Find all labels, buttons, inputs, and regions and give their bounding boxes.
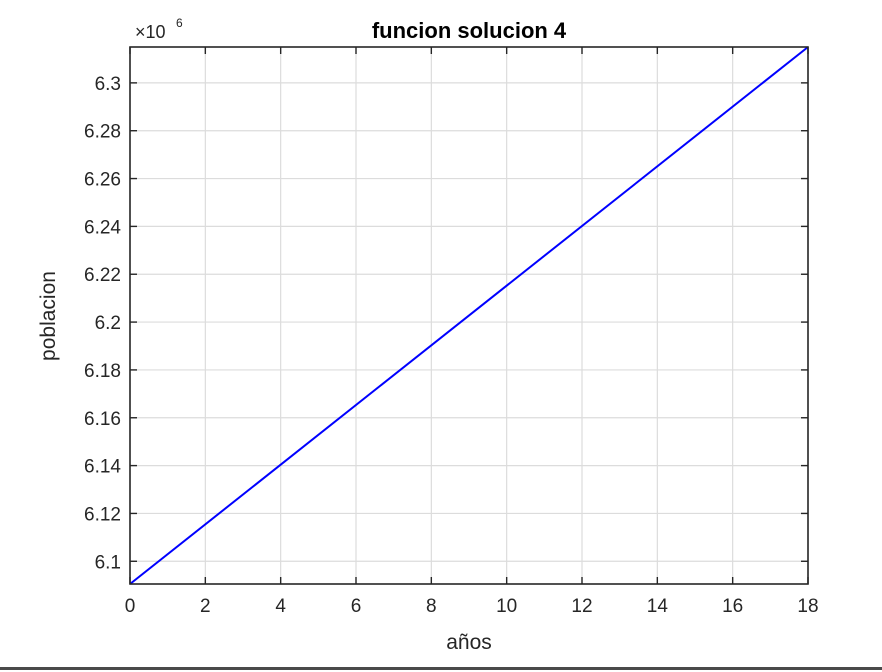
tick-marks	[129, 47, 809, 584]
y-axis-label: poblacion	[37, 271, 60, 361]
plot-series	[129, 46, 809, 585]
x-tick-label: 6	[351, 596, 362, 617]
x-tick-label: 4	[275, 596, 286, 617]
y-tick-label: 6.16	[84, 409, 121, 430]
x-tick-label: 10	[496, 596, 517, 617]
chart-title: funcion solucion 4	[372, 18, 567, 43]
bottom-border	[0, 667, 882, 670]
y-exponent-power: 6	[176, 16, 183, 30]
y-tick-label: 6.14	[84, 457, 121, 478]
y-tick-label: 6.1	[95, 552, 121, 573]
y-tick-labels: 6.1 6.12 6.14 6.16 6.18 6.2 6.22 6.24 6.26 6.28 6.…	[84, 74, 121, 573]
x-tick-label: 16	[722, 596, 743, 617]
x-tick-label: 12	[571, 596, 592, 617]
x-tick-label: 14	[647, 596, 669, 617]
series-line	[129, 46, 809, 585]
y-tick-label: 6.24	[84, 217, 121, 238]
x-axis-label: años	[446, 631, 492, 654]
x-tick-label: 2	[200, 596, 211, 617]
y-exponent-base: ×10	[135, 22, 166, 42]
y-tick-label: 6.18	[84, 361, 121, 382]
y-exponent-label: ×10 6	[135, 16, 183, 42]
x-tick-labels: 0 2 4 6 8 10 12 14 16 18	[125, 596, 819, 617]
y-tick-label: 6.26	[84, 170, 121, 191]
y-tick-label: 6.12	[84, 504, 121, 525]
grid	[129, 47, 809, 584]
y-tick-label: 6.22	[84, 265, 121, 286]
y-tick-label: 6.3	[95, 74, 121, 95]
x-tick-label: 8	[426, 596, 437, 617]
y-tick-label: 6.2	[95, 313, 121, 334]
x-tick-label: 18	[797, 596, 818, 617]
x-tick-label: 0	[125, 596, 136, 617]
axes-box	[129, 46, 809, 585]
y-tick-label: 6.28	[84, 122, 121, 143]
